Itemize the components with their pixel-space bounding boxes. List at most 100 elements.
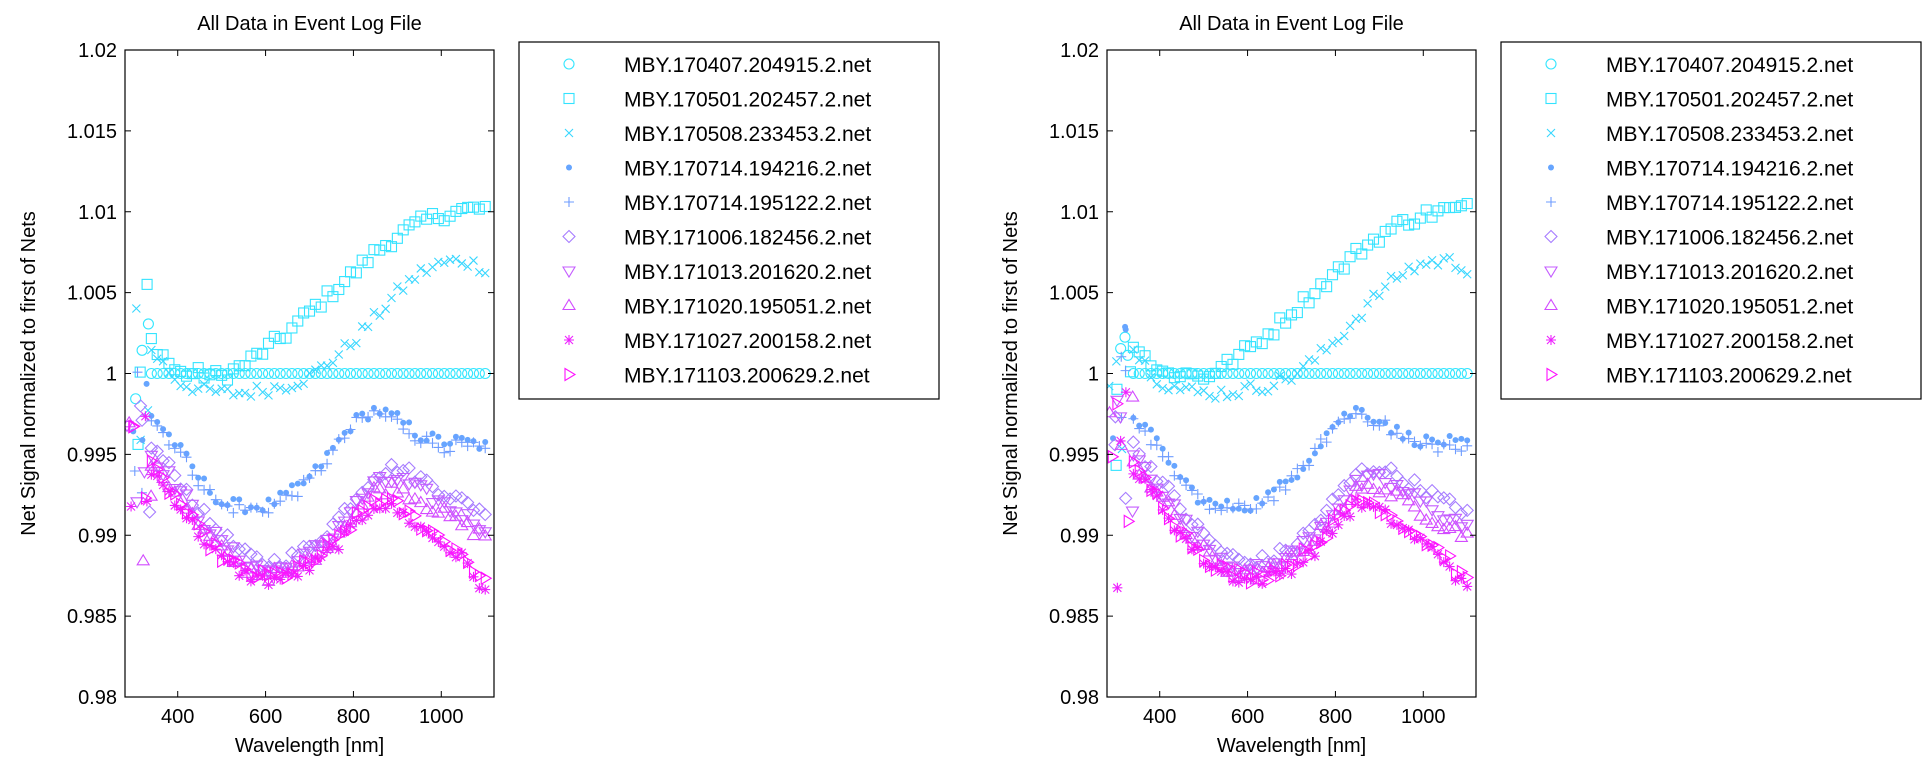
legend-item: MBY.171006.182456.2.net — [1544, 227, 1853, 250]
data-point — [1356, 409, 1367, 420]
data-point — [340, 339, 350, 348]
data-point — [1128, 345, 1138, 354]
data-point — [251, 367, 263, 380]
data-point — [1362, 416, 1373, 427]
data-point — [130, 393, 142, 405]
legend-marker — [1544, 298, 1558, 311]
legend-label: MBY.171103.200629.2.net — [1606, 365, 1852, 388]
data-point — [240, 505, 251, 516]
series-3 — [131, 254, 490, 445]
data-point — [1449, 367, 1462, 380]
data-point — [179, 502, 194, 514]
data-point — [1227, 576, 1238, 587]
data-point — [334, 350, 344, 359]
data-point — [208, 526, 223, 539]
data-point — [1281, 558, 1293, 572]
data-point — [1419, 496, 1434, 509]
data-point — [1401, 493, 1416, 506]
data-point — [450, 435, 461, 446]
data-point — [472, 502, 487, 516]
data-point — [1298, 361, 1308, 371]
data-point — [1181, 480, 1192, 491]
data-point — [1404, 524, 1416, 539]
data-point — [1158, 501, 1170, 516]
legend-label: MBY.170508.233453.2.net — [1606, 123, 1853, 146]
data-point — [1327, 512, 1340, 527]
data-point — [1374, 501, 1385, 512]
legend-label: MBY.171027.200158.2.net — [1606, 330, 1853, 353]
data-point — [1186, 485, 1197, 496]
data-point — [394, 409, 401, 416]
data-point — [466, 519, 481, 532]
legend-item: MBY.171020.195051.2.net — [1544, 296, 1853, 319]
series-10 — [128, 419, 493, 586]
data-point — [1210, 503, 1221, 514]
legend-marker — [563, 58, 575, 70]
data-point — [157, 349, 169, 361]
data-point — [384, 457, 399, 472]
x-tick-label: 800 — [1319, 706, 1352, 728]
data-point — [1286, 559, 1299, 574]
data-point — [1128, 455, 1141, 470]
legend-marker — [564, 367, 577, 382]
data-point — [1120, 365, 1131, 376]
data-point — [211, 387, 221, 397]
data-point — [462, 441, 473, 452]
data-point — [1198, 367, 1210, 380]
legend-marker — [563, 92, 575, 105]
data-point — [1414, 367, 1426, 380]
data-point — [380, 367, 392, 380]
data-point — [1243, 564, 1258, 577]
data-point — [1262, 367, 1274, 380]
data-point — [217, 554, 229, 569]
legend-marker — [1544, 266, 1558, 279]
data-point — [1464, 437, 1471, 444]
data-point — [1274, 367, 1286, 380]
data-point — [267, 565, 282, 577]
data-point — [1380, 282, 1390, 292]
data-point — [1321, 281, 1333, 293]
data-point — [1419, 490, 1433, 505]
data-point — [363, 322, 373, 332]
data-point — [1321, 367, 1333, 380]
data-point — [1262, 328, 1274, 340]
legend-box — [1500, 41, 1922, 400]
legend-item: MBY.171006.182456.2.net — [562, 227, 871, 250]
data-point — [1343, 485, 1358, 498]
data-point — [1438, 439, 1449, 450]
data-point — [288, 482, 295, 489]
data-point — [1380, 415, 1391, 426]
data-point — [1268, 495, 1279, 506]
data-point — [1331, 487, 1346, 502]
data-point — [381, 492, 393, 507]
data-point — [480, 571, 493, 586]
legend-label: MBY.170508.233453.2.net — [624, 123, 871, 146]
data-point — [374, 408, 385, 419]
data-point — [1352, 404, 1359, 411]
data-point — [448, 507, 463, 520]
data-point — [391, 232, 403, 244]
data-point — [1432, 549, 1443, 560]
legend-marker — [1544, 229, 1558, 244]
data-point — [1210, 394, 1220, 403]
data-point — [1341, 410, 1348, 417]
data-point — [192, 362, 204, 374]
data-point — [1169, 519, 1182, 534]
data-point — [1232, 552, 1246, 567]
data-point — [164, 368, 174, 378]
data-point — [1385, 223, 1397, 235]
data-point — [1374, 420, 1385, 431]
data-point — [1350, 494, 1361, 505]
data-point — [441, 441, 448, 448]
data-point — [1269, 563, 1281, 578]
data-point — [1426, 211, 1438, 223]
data-point — [363, 499, 376, 514]
data-point — [1205, 391, 1214, 401]
data-point — [1145, 484, 1156, 495]
data-point — [1290, 537, 1305, 551]
data-point — [1432, 446, 1443, 457]
y-tick-label: 1.01 — [78, 202, 117, 224]
data-point — [462, 558, 473, 569]
data-point — [1309, 367, 1321, 380]
y-tick-label: 1 — [106, 364, 117, 386]
